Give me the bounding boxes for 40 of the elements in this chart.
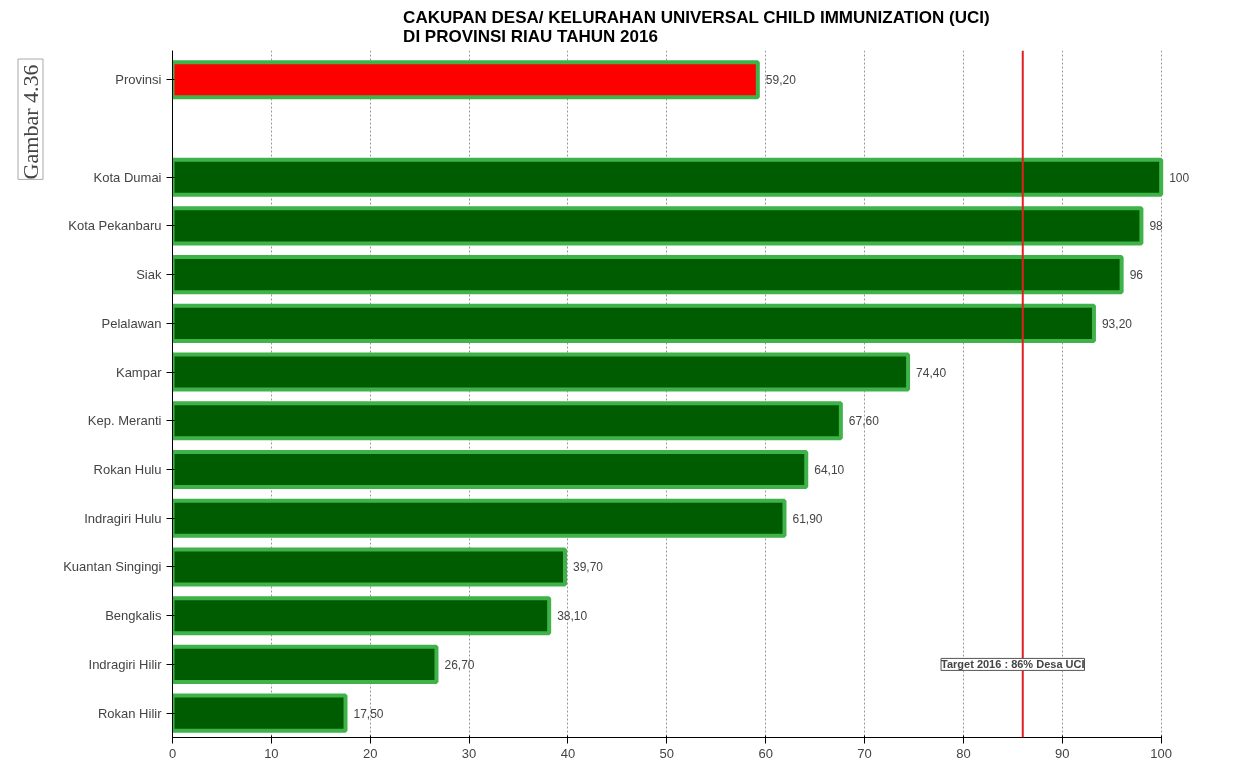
x-tick-label: 20 (363, 745, 378, 761)
data-label: 26,70 (444, 657, 475, 672)
x-tick-label: 50 (659, 745, 675, 761)
data-label: 61,90 (792, 511, 823, 526)
data-label: 100 (1169, 170, 1190, 185)
data-label: 64,10 (814, 463, 845, 478)
ref-line-label: Target 2016 : 86% Desa UCI (941, 658, 1085, 671)
y-tick-label: Bengkalis (105, 608, 162, 624)
x-tick-label: 40 (560, 745, 576, 761)
data-label: 74,40 (916, 365, 947, 380)
x-tick-label: 70 (857, 745, 872, 761)
data-label: 98 (1149, 219, 1164, 234)
y-tick-label: Siak (136, 267, 162, 283)
y-tick-label: Kampar (115, 364, 163, 380)
y-tick-label: Indragiri Hilir (88, 656, 163, 672)
data-label: 93,20 (1101, 316, 1133, 331)
y-tick-label: Rokan Hilir (97, 705, 163, 721)
x-tick-label: 30 (461, 745, 477, 761)
y-tick-label: Provinsi (115, 72, 162, 88)
data-label: 17,50 (353, 706, 384, 721)
y-tick-label: Indragiri Hulu (84, 510, 162, 526)
y-tick-label: Kota Pekanbaru (68, 218, 162, 234)
y-tick-label: Kota Dumai (93, 169, 162, 185)
data-label: 67,60 (848, 414, 880, 429)
x-tick-label: 90 (1055, 745, 1070, 761)
y-tick-label: Kep. Meranti (87, 413, 162, 429)
x-tick-label: 0 (168, 745, 177, 761)
data-label: 38,10 (557, 609, 588, 624)
x-tick-label: 60 (758, 745, 773, 761)
data-label: 96 (1129, 268, 1144, 283)
y-tick-label: Rokan Hulu (93, 462, 162, 478)
x-tick-label: 80 (956, 745, 971, 761)
x-tick-label: 100 (1150, 745, 1173, 761)
chart-title: CAKUPAN DESA/ KELURAHAN UNIVERSAL CHILD IMMUNIZATION (UCI) DI PROVINSI RIAU TAHUN 2016 (403, 7, 990, 46)
text: Gambar 4.36 (18, 64, 43, 180)
data-label: 39,70 (573, 560, 604, 575)
y-tick-label: Pelalawan (101, 315, 162, 331)
data-label: 59,20 (765, 73, 797, 88)
x-tick-label: 10 (264, 745, 279, 761)
y-tick-label: Kuantan Singingi (63, 559, 162, 575)
